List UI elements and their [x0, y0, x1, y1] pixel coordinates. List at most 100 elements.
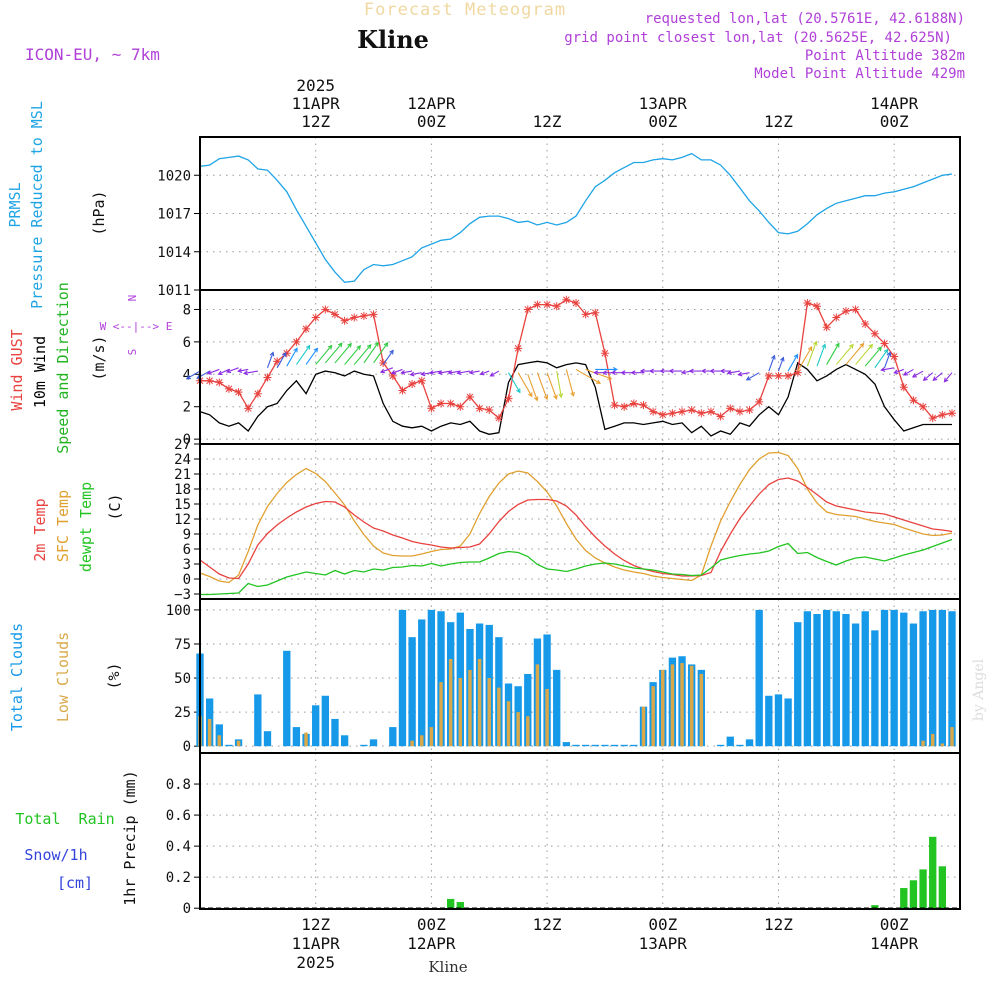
total-cloud-bar	[524, 673, 532, 747]
total-cloud-bar	[389, 727, 397, 747]
total-cloud-bar	[919, 611, 927, 747]
wind-arrow	[244, 370, 258, 375]
wind-arrow-head	[379, 368, 385, 374]
panel-wind: 0 2 4 6 8 Wind GUST 10m Wind Speed and Directio…	[8, 282, 960, 454]
wind-arrow-head	[206, 370, 212, 375]
low-cloud-bar	[477, 658, 482, 747]
total-clouds-label: Total Clouds	[8, 623, 26, 731]
wind-arrow	[881, 367, 895, 371]
wind-arrow-head	[668, 368, 674, 374]
low-cloud-bar	[506, 701, 511, 747]
gust-marker	[919, 402, 928, 411]
wind-arrow	[787, 354, 799, 372]
total-cloud-bar	[340, 735, 349, 747]
low-cloud-bar	[207, 718, 212, 747]
wind-arrow	[738, 372, 750, 376]
wind-arrow-head	[812, 340, 818, 346]
gust-marker	[832, 313, 841, 322]
gust-marker	[649, 407, 658, 416]
total-cloud-bar	[292, 727, 301, 747]
footer-station: Kline	[428, 958, 467, 976]
low-cloud-bar	[439, 682, 443, 747]
total-cloud-bar	[562, 742, 571, 747]
gust-marker	[273, 357, 282, 366]
gust-marker	[948, 409, 956, 418]
rain-bar	[900, 888, 908, 909]
low-cloud-bar	[410, 740, 414, 747]
rain-bar	[447, 898, 455, 909]
total-cloud-bar	[321, 695, 329, 747]
wind-arrow-head	[880, 367, 886, 372]
wind-gust-label: Wind GUST	[8, 329, 26, 410]
total-cloud-bar	[851, 623, 860, 747]
wind-arrow-head	[528, 392, 533, 398]
total-cloud-bar	[736, 744, 744, 747]
top-time-label: 00Z	[417, 112, 446, 131]
gust-marker	[899, 383, 908, 392]
top-time-label: 00Z	[648, 112, 677, 131]
wind-arrow-head	[217, 370, 223, 376]
legend-south: S	[126, 349, 139, 356]
gust-marker	[475, 404, 484, 413]
wind-arrow-head	[893, 369, 899, 375]
low-cloud-bar	[429, 727, 434, 747]
low-cloud-bar	[921, 740, 925, 747]
watermark: by Angel	[971, 658, 987, 721]
wind-arrow	[391, 368, 403, 374]
total-cloud-bar	[630, 744, 638, 747]
y-tick-label: 0.8	[166, 777, 191, 793]
low-cloud-bar	[680, 663, 684, 747]
clouds-unit: (%)	[105, 662, 123, 689]
wind-arrow-head	[793, 353, 799, 359]
total-cloud-bar	[726, 736, 734, 747]
temp-2m-label: 2m Temp	[31, 498, 49, 561]
low-cloud-bar	[497, 687, 501, 747]
wind-arrow	[382, 350, 394, 365]
total-cloud-bar	[765, 695, 773, 747]
low-cloud-bar	[535, 664, 540, 747]
wind-arrow	[469, 370, 480, 374]
wind-arrow	[238, 368, 249, 372]
total-cloud-bar	[437, 611, 445, 747]
wind-arrow	[527, 374, 538, 401]
bottom-time-label: 12Z	[301, 915, 330, 934]
low-cloud-bar	[940, 743, 945, 747]
wind-arrow	[806, 341, 817, 367]
low-cloud-bar	[420, 735, 424, 747]
gust-marker	[870, 329, 879, 338]
panel-clouds: 0 25 50 75 100 Total Clouds Low Clouds (%)	[8, 599, 960, 755]
y-tick-label: 25	[174, 705, 191, 721]
gust-marker	[205, 376, 214, 385]
low-cloud-bar	[217, 735, 222, 747]
gust-marker	[330, 310, 339, 319]
station-title: Kline	[357, 25, 429, 54]
total-cloud-bar	[880, 609, 889, 747]
wind-arrow	[226, 367, 239, 373]
low-cloud-bar	[545, 688, 549, 747]
wind-arrow	[286, 348, 298, 367]
bottom-time-label: 00Z	[880, 915, 909, 934]
gust-marker	[668, 409, 677, 418]
wind-arrow	[344, 345, 361, 365]
wind-arrow-head	[649, 368, 654, 374]
low-cloud-bar	[458, 678, 463, 747]
bottom-time-label: 00Z	[648, 915, 677, 934]
legend-west-east: W <--|--> E	[100, 320, 173, 333]
wind-arrow	[797, 346, 813, 372]
gust-marker	[620, 402, 629, 411]
wind-arrow	[923, 372, 934, 381]
wind-arrow	[944, 372, 953, 383]
gust-marker	[784, 371, 793, 380]
product-title: Forecast Meteogram	[364, 0, 566, 20]
rain-bar	[456, 902, 464, 909]
wind-arrow-head	[779, 356, 785, 362]
wind-arrow	[448, 370, 461, 374]
wind-arrow-head	[243, 370, 249, 376]
wind-arrow-head	[821, 343, 827, 349]
bottom-time-label: 12Z	[764, 915, 793, 934]
rain-bar	[938, 866, 947, 909]
wind-arrow-head	[374, 341, 379, 347]
wind-arrow	[207, 368, 220, 375]
gust-marker	[456, 402, 465, 411]
wind-arrow-head	[366, 344, 372, 349]
